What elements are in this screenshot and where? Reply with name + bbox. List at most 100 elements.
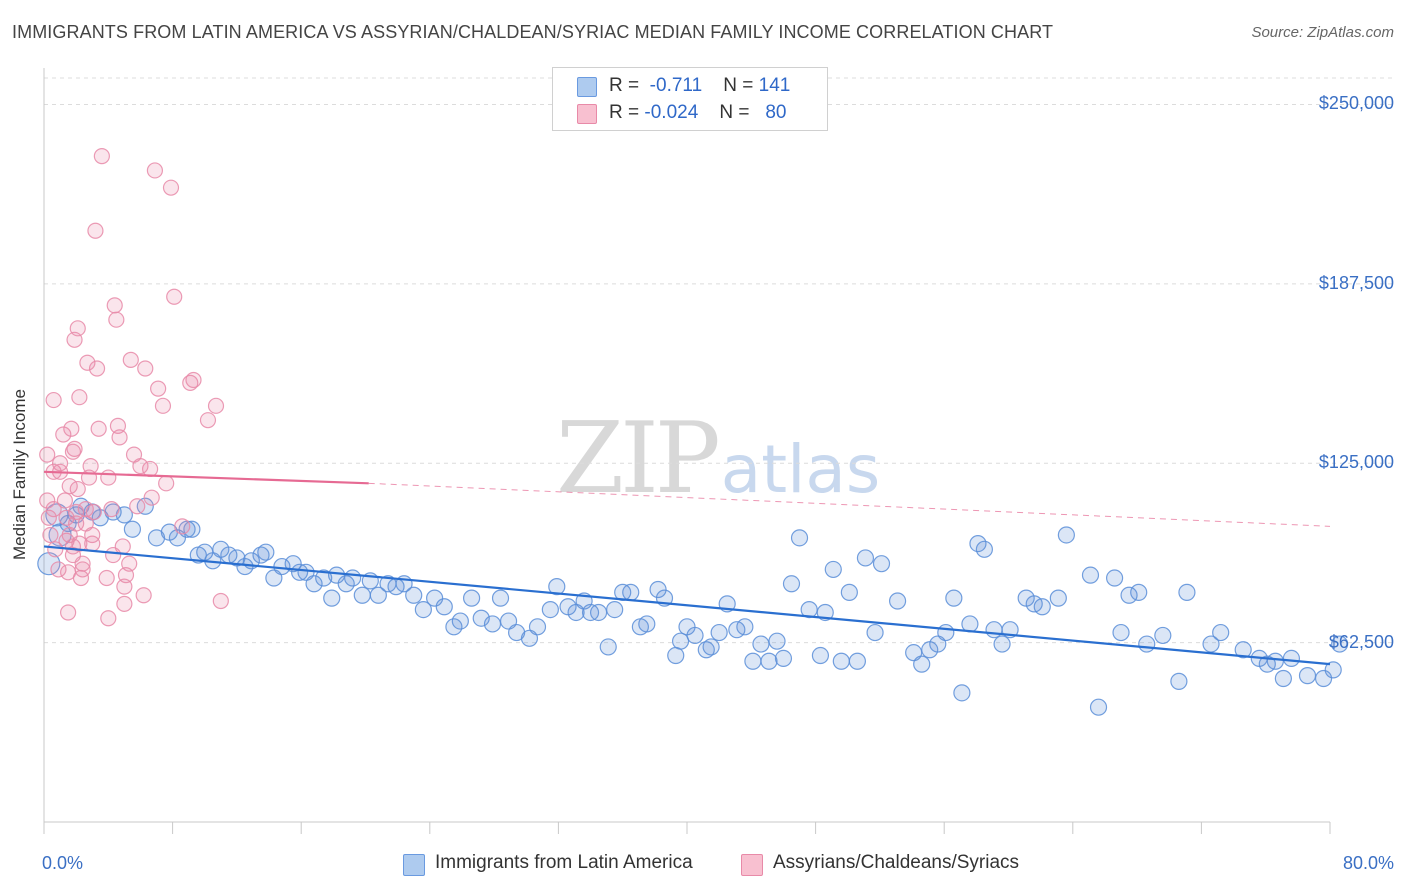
data-point-assyrian — [129, 498, 146, 515]
data-point-assyrian — [85, 503, 102, 521]
data-point-latin-america — [816, 603, 834, 622]
data-point-assyrian — [74, 555, 91, 572]
y-tick-label: $62,500 — [1328, 631, 1394, 652]
data-point-assyrian — [69, 320, 86, 337]
data-point-latin-america — [548, 578, 566, 596]
data-point-assyrian — [71, 535, 88, 552]
data-point-assyrian — [207, 397, 225, 414]
data-point-latin-america — [1266, 652, 1284, 670]
data-point-assyrian — [116, 595, 133, 612]
data-point-latin-america — [451, 612, 469, 630]
data-point-latin-america — [1331, 635, 1349, 653]
data-point-latin-america — [1138, 635, 1156, 653]
data-point-latin-america — [975, 540, 993, 558]
data-point-latin-america — [1324, 661, 1342, 679]
watermark-atlas: atlas — [720, 431, 881, 508]
x-tick-max: 80.0% — [1342, 853, 1394, 873]
data-point-latin-america — [1033, 598, 1051, 616]
data-point-assyrian — [121, 555, 138, 572]
data-point-latin-america — [1130, 583, 1148, 601]
legend-r-label: R = — [609, 75, 640, 96]
data-point-assyrian — [162, 179, 180, 196]
data-point-assyrian — [166, 288, 183, 305]
data-point-latin-america — [435, 598, 453, 616]
legend-swatch-blue — [577, 77, 597, 97]
data-point-assyrian — [71, 389, 88, 406]
data-point-latin-america — [702, 638, 720, 656]
data-point-latin-america — [953, 684, 971, 702]
watermark: ZIPatlas — [556, 402, 880, 516]
data-point-assyrian — [45, 501, 62, 518]
data-point-latin-america — [1282, 649, 1301, 667]
data-point-assyrian — [111, 429, 128, 446]
data-point-latin-america — [866, 623, 884, 642]
data-point-assyrian — [132, 457, 149, 475]
data-point-latin-america — [969, 534, 987, 553]
data-point-latin-america — [344, 569, 362, 587]
data-point-latin-america — [257, 543, 275, 561]
data-point-latin-america — [937, 623, 955, 642]
data-point-latin-america — [323, 589, 341, 607]
data-point-latin-america — [1298, 667, 1317, 685]
legend-n-label: N = — [723, 75, 754, 96]
data-point-latin-america — [856, 549, 875, 567]
data-point-latin-america — [961, 615, 979, 633]
legend-n-value: 141 — [758, 75, 791, 96]
data-point-latin-america — [848, 652, 866, 670]
data-point-assyrian — [60, 604, 77, 621]
data-point-assyrian — [137, 360, 154, 377]
data-point-assyrian — [143, 489, 160, 506]
data-point-latin-america — [1105, 569, 1124, 587]
data-point-assyrian — [68, 503, 85, 521]
data-point-latin-america — [760, 652, 778, 670]
data-point-assyrian — [88, 360, 106, 377]
data-point-latin-america — [483, 615, 502, 633]
data-point-latin-america — [1212, 623, 1230, 642]
data-point-assyrian — [146, 162, 164, 179]
data-point-latin-america — [768, 632, 786, 650]
data-point-latin-america — [1112, 623, 1130, 642]
data-point-latin-america — [1057, 526, 1075, 544]
data-point-latin-america — [1170, 672, 1188, 690]
data-point-assyrian — [55, 426, 72, 443]
data-point-assyrian — [42, 526, 59, 544]
y-tick-label: $187,500 — [1318, 272, 1394, 293]
data-point-assyrian — [87, 222, 104, 239]
data-point-assyrian — [93, 148, 110, 165]
y-tick-label: $250,000 — [1318, 93, 1394, 114]
x-tick-min: 0.0% — [42, 853, 84, 873]
legend-r-label: R = — [609, 102, 640, 123]
data-point-latin-america — [426, 589, 444, 607]
data-point-latin-america — [1234, 641, 1252, 659]
data-point-latin-america — [1120, 586, 1138, 604]
data-point-latin-america — [1081, 566, 1100, 584]
data-point-latin-america — [1314, 669, 1333, 688]
data-point-assyrian — [58, 509, 75, 526]
data-point-assyrian — [154, 397, 172, 414]
data-point-assyrian — [50, 561, 67, 578]
watermark-zip: ZIP — [556, 402, 721, 516]
y-tick-label: $125,000 — [1318, 452, 1394, 473]
data-point-latin-america — [840, 583, 858, 601]
data-point-latin-america — [1178, 583, 1196, 601]
data-point-latin-america — [697, 641, 715, 659]
data-point-latin-america — [541, 601, 559, 619]
bottom-legend-label: Assyrians/Chaldeans/Syriacs — [773, 852, 1020, 873]
data-point-assyrian — [141, 460, 159, 478]
data-point-latin-america — [290, 563, 309, 581]
data-point-latin-america — [985, 621, 1003, 639]
data-point-latin-america — [710, 623, 728, 642]
data-point-assyrian — [74, 561, 91, 578]
axes — [43, 68, 1331, 834]
data-point-latin-america — [752, 635, 770, 653]
data-point-latin-america — [945, 589, 963, 607]
data-point-assyrian — [98, 569, 115, 587]
data-point-assyrian — [212, 592, 229, 610]
data-point-latin-america — [774, 649, 793, 667]
data-point-latin-america — [638, 615, 656, 633]
data-point-latin-america — [123, 520, 142, 538]
data-point-latin-america — [744, 652, 762, 670]
data-point-assyrian — [103, 501, 120, 518]
data-point-assyrian — [122, 351, 139, 368]
